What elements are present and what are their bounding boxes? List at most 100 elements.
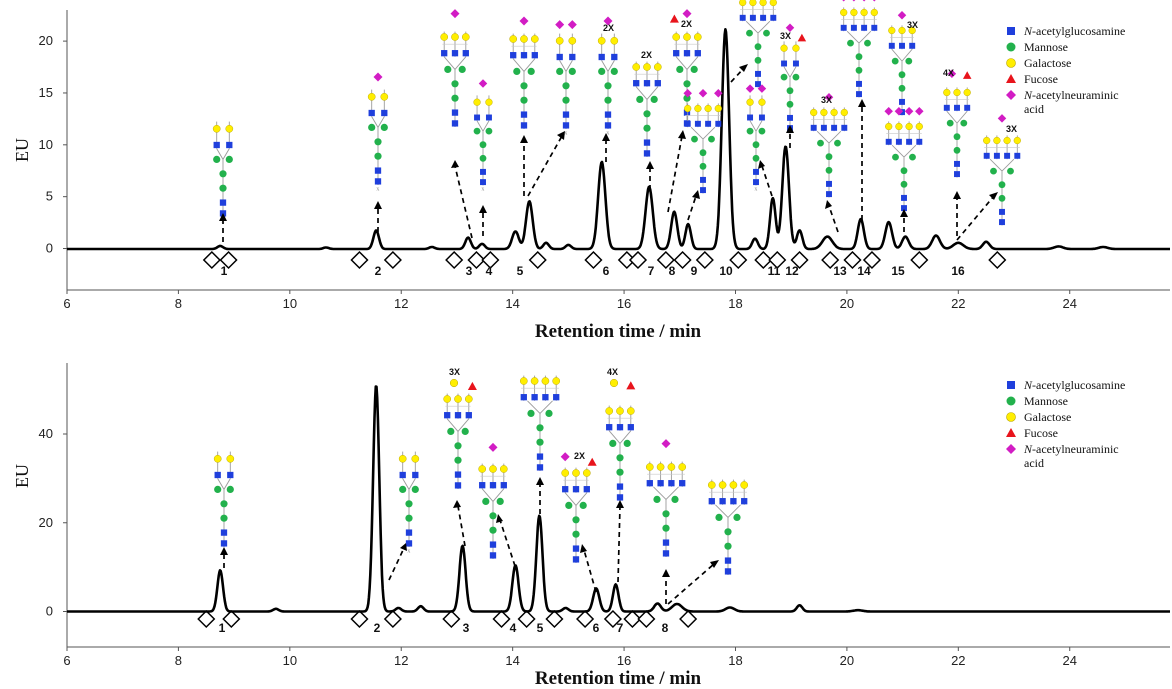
fraction-boundary-marker (623, 609, 642, 629)
glycan-structure (519, 375, 561, 472)
legend-swatch-galactose (1006, 412, 1016, 422)
top-fraction-labels: 1 2 3 4 5 6 7 8 9 10 11 12 13 14 15 16 (221, 264, 965, 278)
multiplier-label: 2X (574, 451, 585, 461)
fraction-boundary-marker (481, 250, 500, 270)
legend-label-glcnac: N-acetylglucosamine (1023, 378, 1125, 392)
x-tick-label: 20 (840, 296, 854, 311)
fraction-boundary-marker (679, 609, 698, 629)
bottom-fraction-labels: 1 2 3 4 5 6 7 8 (219, 621, 669, 635)
fraction-boundary-marker (628, 250, 648, 270)
multiplier-label: 3X (449, 367, 460, 377)
fraction-boundary-marker (603, 609, 622, 629)
fraction-boundary-marker (383, 250, 402, 270)
bottom-x-axis-title: Retention time / min (535, 668, 702, 689)
glycan-structure (440, 9, 470, 128)
bottom-legend: N-acetylglucosamine Mannose Galactose Fu… (1006, 378, 1125, 470)
y-tick-label: 20 (39, 33, 53, 48)
x-tick-label: 18 (728, 296, 742, 311)
legend-swatch-mannose (1006, 396, 1016, 406)
glycan-structure (942, 69, 972, 178)
fraction-number-label: 5 (537, 621, 544, 635)
bottom-peak-arrows (223, 482, 715, 605)
top-fraction-markers (202, 250, 1007, 270)
top-chromatogram-trace (66, 28, 1171, 251)
legend-label-galactose: Galactose (1024, 410, 1071, 424)
bottom-fraction-markers (197, 609, 698, 629)
fraction-number-label: 16 (951, 264, 965, 278)
fraction-boundary-marker (350, 609, 369, 629)
legend-swatch-fucose (1006, 428, 1016, 437)
glycan-structure (683, 88, 723, 194)
x-tick-label: 10 (283, 653, 297, 668)
legend-swatch-fucose (1006, 74, 1016, 83)
fraction-boundary-marker (729, 250, 748, 270)
legend-label-fucose: Fucose (1024, 72, 1058, 86)
top-legend: N-acetylglucosamine Mannose Galactose Fu… (1006, 24, 1125, 116)
glycan-structure (884, 106, 924, 212)
fraction-number-label: 2 (374, 621, 381, 635)
top-y-ticks: 0 5 10 15 20 (39, 33, 67, 256)
fraction-number-label: 8 (662, 621, 669, 635)
fraction-boundary-marker (442, 609, 461, 629)
fraction-boundary-marker (790, 250, 809, 270)
top-glycan-structures: 2X 2X 2X 3X 3X 3X 4X 3X (212, 0, 1022, 226)
glycan-structure (443, 381, 477, 490)
y-tick-label: 15 (39, 85, 53, 100)
bottom-y-ticks: 0 20 40 (39, 426, 67, 619)
legend-swatch-glcnac (1007, 27, 1015, 35)
fraction-number-label: 13 (833, 264, 847, 278)
fraction-boundary-marker (219, 250, 238, 270)
fraction-boundary-marker (197, 609, 216, 629)
x-tick-label: 22 (951, 653, 965, 668)
fraction-number-label: 1 (221, 264, 228, 278)
fraction-boundary-marker (545, 609, 564, 629)
fraction-number-label: 7 (648, 264, 655, 278)
fraction-boundary-marker (492, 609, 511, 629)
fraction-boundary-marker (637, 609, 656, 629)
glycan-structure (632, 61, 662, 158)
top-x-ticks: 6 8 10 12 14 16 18 20 22 24 (63, 290, 1077, 311)
fraction-boundary-marker (517, 609, 536, 629)
legend-label-neuac: N-acetylneuraminic (1023, 442, 1119, 456)
legend-label-neuac-cont: acid (1024, 102, 1044, 116)
x-tick-label: 24 (1062, 296, 1076, 311)
x-tick-label: 20 (840, 653, 854, 668)
fraction-number-label: 14 (857, 264, 871, 278)
fraction-number-label: 4 (510, 621, 517, 635)
y-tick-label: 20 (39, 515, 53, 530)
x-tick-label: 22 (951, 296, 965, 311)
fraction-boundary-marker (202, 250, 221, 270)
glycan-structure (473, 79, 493, 194)
fraction-boundary-marker (768, 250, 787, 270)
fraction-boundary-marker (467, 250, 486, 270)
x-tick-label: 6 (63, 296, 70, 311)
x-tick-label: 16 (617, 653, 631, 668)
glycan-structure (839, 0, 879, 98)
glycan-structure (367, 72, 389, 193)
fraction-number-label: 11 (768, 264, 781, 278)
legend-label-glcnac: N-acetylglucosamine (1023, 24, 1125, 38)
x-tick-label: 12 (394, 296, 408, 311)
multiplier-label: 3X (821, 95, 832, 105)
legend-label-mannose: Mannose (1024, 40, 1068, 54)
top-y-axis-title: EU (12, 138, 32, 162)
top-peak-arrows (222, 67, 995, 242)
fraction-boundary-marker (910, 250, 929, 270)
bottom-arrowheads (220, 477, 719, 577)
fraction-boundary-marker (383, 609, 402, 629)
fraction-boundary-marker (821, 250, 840, 270)
fraction-boundary-marker (656, 250, 675, 270)
legend-label-neuac: N-acetylneuraminic (1023, 88, 1119, 102)
glycan-structure (745, 84, 767, 194)
multiplier-label: 3X (1006, 124, 1017, 134)
fraction-number-label: 7 (617, 621, 624, 635)
glycan-structure (809, 92, 849, 198)
top-x-axis-title: Retention time / min (535, 321, 702, 342)
x-tick-label: 14 (505, 653, 519, 668)
multiplier-label: 3X (907, 20, 918, 30)
fraction-number-label: 10 (719, 264, 733, 278)
multiplier-label: 2X (641, 50, 652, 60)
glycan-structure (597, 16, 619, 137)
